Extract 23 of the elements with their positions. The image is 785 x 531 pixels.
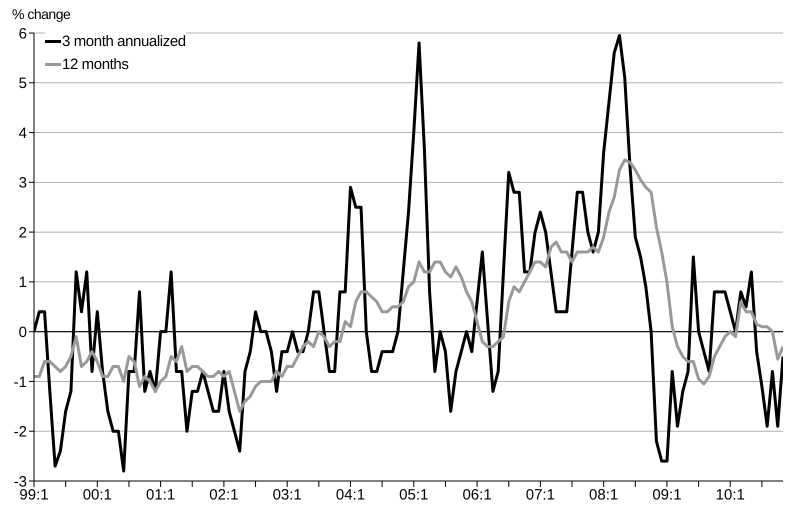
x-tick-label: 08:1 — [589, 486, 618, 504]
y-tick-label: 6 — [18, 25, 27, 42]
y-axis-title: % change — [12, 6, 70, 22]
x-tick-label: 07:1 — [526, 486, 555, 504]
y-tick-label: 5 — [18, 75, 27, 92]
x-tick-label: 02:1 — [209, 486, 238, 504]
x-tick-label: 00:1 — [82, 486, 112, 504]
y-tick-label: 3 — [18, 174, 27, 192]
x-tick-label: 10:1 — [716, 486, 745, 504]
y-tick-label: 2 — [18, 224, 27, 242]
x-tick-label: 06:1 — [462, 486, 492, 504]
y-tick-label: -1 — [14, 374, 27, 391]
legend-label: 12 months — [62, 56, 128, 73]
x-tick-label: 01:1 — [146, 486, 176, 504]
legend-label: 3 month annualized — [62, 33, 186, 50]
y-tick-label: 0 — [18, 324, 27, 341]
x-tick-label: 03:1 — [272, 486, 302, 504]
y-tick-label: 4 — [18, 124, 27, 142]
x-tick-label: 04:1 — [336, 486, 366, 504]
y-tick-label: -2 — [14, 424, 27, 441]
x-tick-label: 05:1 — [399, 486, 428, 504]
x-tick-label: 09:1 — [652, 486, 682, 504]
y-tick-label: 1 — [18, 274, 27, 292]
